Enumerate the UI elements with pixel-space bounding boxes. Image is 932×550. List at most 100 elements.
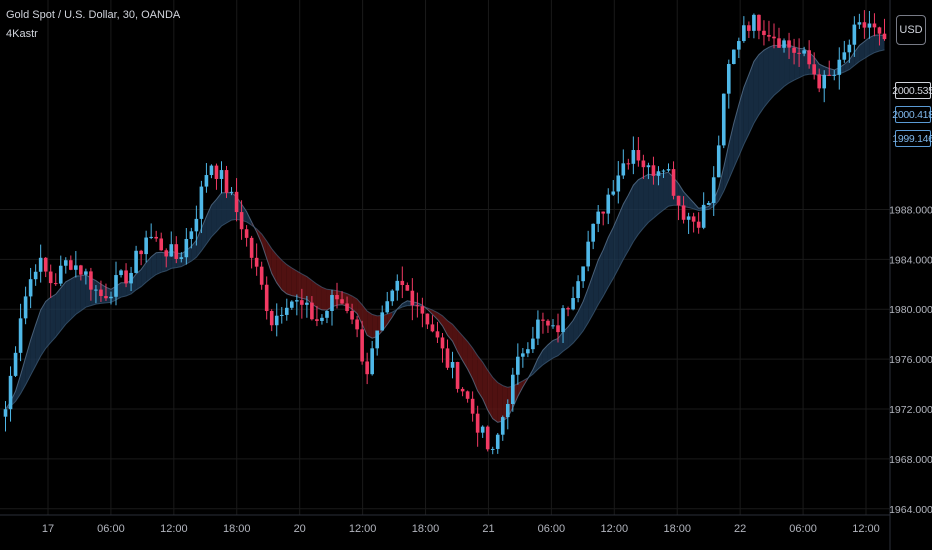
ribbon-segment <box>55 287 61 338</box>
x-tick-label: 06:00 <box>97 523 125 535</box>
ribbon-segment <box>849 52 855 70</box>
candle-body <box>621 163 626 176</box>
candle-body <box>526 349 530 354</box>
candle-body <box>249 237 254 258</box>
ribbon-segment <box>824 66 830 76</box>
ribbon-segment <box>653 173 659 219</box>
candle-body <box>310 302 314 320</box>
price-axis: 1964.000 1968.000 1972.000 1976.000 1980.000… <box>889 204 932 515</box>
ribbon-segment <box>563 326 569 352</box>
ribbon-segment <box>748 61 754 135</box>
candle-body <box>556 325 560 333</box>
candle-body <box>164 250 169 257</box>
price-label: 2000.535 <box>892 82 932 99</box>
candle-body <box>159 238 164 251</box>
candle-body <box>832 74 837 76</box>
candle-body <box>84 271 88 275</box>
ribbon-segment <box>221 192 227 226</box>
symbol-title[interactable]: Gold Spot / U.S. Dollar, 30, OANDA <box>6 9 181 21</box>
candle-body <box>325 310 329 318</box>
candle-body <box>561 308 565 333</box>
ribbon-segment <box>437 312 443 326</box>
moving-average-line <box>5 34 885 423</box>
ribbon-segment <box>301 273 307 300</box>
candle-body <box>199 186 204 219</box>
candle-body <box>435 331 440 338</box>
candle-body <box>671 169 676 196</box>
candle-body <box>601 211 606 214</box>
candle-body <box>63 260 68 266</box>
x-tick-label: 17 <box>42 523 54 535</box>
candle-body <box>149 236 153 238</box>
ribbon-segment <box>542 344 548 365</box>
candle-body <box>485 426 490 450</box>
candle-body <box>636 150 641 161</box>
candle-body <box>586 241 590 267</box>
candle-body <box>425 313 430 325</box>
candle-body <box>777 38 781 48</box>
ribbon-segment <box>568 320 574 348</box>
ribbon-segment <box>271 248 277 283</box>
ribbon-segment <box>35 309 41 366</box>
candle-body <box>279 314 284 316</box>
time-axis: 17 06:00 12:00 18:00 20 12:00 18:00 21 06:00 12:0… <box>42 523 880 535</box>
candle-body <box>8 375 13 410</box>
candle-body <box>646 165 651 168</box>
ribbon-segment <box>65 279 71 325</box>
x-tick-label: 06:00 <box>538 523 566 535</box>
candle-body <box>681 205 686 220</box>
candle-body <box>179 257 184 259</box>
candle-body <box>696 221 701 228</box>
ribbon-segment <box>663 172 669 210</box>
candle-body <box>641 160 646 168</box>
ribbon-segment <box>638 176 644 235</box>
ribbon-segment <box>121 282 127 298</box>
ribbon-segment <box>497 382 503 423</box>
candle-body <box>99 289 103 297</box>
ribbon-segment <box>779 44 785 92</box>
candle-body <box>274 315 279 326</box>
ribbon-segment <box>20 357 26 394</box>
candle-body <box>877 27 882 34</box>
candle-body <box>284 307 289 315</box>
candle-body <box>581 266 585 282</box>
candle-body <box>676 195 681 206</box>
candle-body <box>48 271 53 284</box>
indicator-title[interactable]: 4Kastr <box>6 28 38 40</box>
candle-body <box>104 296 108 299</box>
candle-body <box>370 348 374 375</box>
candle-body <box>797 52 801 54</box>
candle-body <box>3 409 8 417</box>
ribbon-segment <box>367 310 373 339</box>
candle-body <box>606 194 611 214</box>
ribbon-segment <box>15 374 21 402</box>
candle-body <box>38 257 43 272</box>
currency-button[interactable]: USD <box>896 15 926 45</box>
candle-body <box>566 308 570 310</box>
ribbon-segment <box>773 45 780 96</box>
ribbon-segment <box>196 228 202 258</box>
candle-body <box>460 388 465 392</box>
x-tick-label: 18:00 <box>223 523 251 535</box>
y-tick-label: 1972.000 <box>889 404 932 416</box>
candle-body <box>510 374 515 405</box>
candle-body <box>144 237 148 255</box>
ribbon-segment <box>357 298 363 325</box>
ribbon-segment <box>95 280 101 305</box>
ribbon-segment <box>452 324 458 352</box>
candle-body <box>661 170 666 172</box>
ribbon-segment <box>869 35 875 56</box>
candle-body <box>335 295 339 300</box>
candle-body <box>114 275 118 297</box>
ribbon-segment <box>859 41 865 62</box>
candle-body <box>516 356 520 375</box>
price-label: 1999.146 <box>892 130 932 147</box>
candle-body <box>872 23 877 28</box>
candle-body <box>134 250 138 273</box>
candle-body <box>300 300 304 305</box>
candle-body <box>546 320 550 326</box>
ribbon-segment <box>261 234 267 259</box>
ribbon-segment <box>201 216 207 251</box>
candle-body <box>691 216 696 222</box>
